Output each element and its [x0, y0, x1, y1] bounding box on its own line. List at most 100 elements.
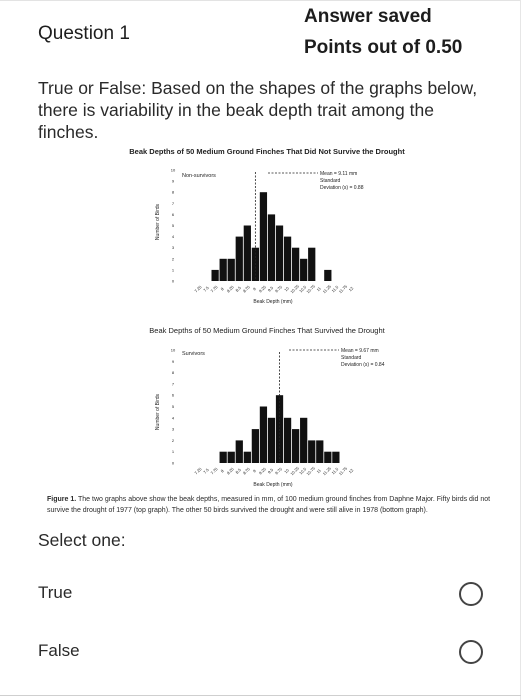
y-tick-label: 6 — [172, 212, 175, 217]
x-tick-label: 8.25 — [226, 284, 236, 294]
caption-label: Figure 1. — [47, 496, 77, 503]
question-title: Question 1 — [38, 23, 130, 44]
y-tick-label: 2 — [172, 256, 175, 261]
x-tick-label: 7.5 — [202, 467, 210, 475]
bar — [308, 440, 316, 463]
x-tick-label: 8 — [220, 286, 226, 292]
y-tick-label: 5 — [172, 223, 175, 228]
x-tick-label: 9 — [252, 468, 258, 474]
radio-button[interactable] — [459, 640, 483, 664]
bar — [211, 269, 219, 281]
x-tick-label: 7.75 — [210, 284, 220, 294]
bar — [227, 258, 235, 281]
x-tick-label: 10.25 — [289, 465, 300, 476]
y-tick-label: 9 — [172, 179, 175, 184]
bar — [283, 417, 292, 463]
bar — [275, 225, 284, 281]
bar — [235, 440, 243, 463]
bar — [300, 258, 308, 281]
x-tick-label: 7.75 — [210, 466, 220, 476]
x-tick-label: 9.5 — [267, 467, 275, 475]
bar — [292, 247, 300, 281]
x-tick-label: 8 — [220, 468, 226, 474]
option-label: True — [38, 583, 73, 602]
bars — [211, 192, 332, 281]
y-tick-label: 10 — [171, 168, 176, 173]
x-tick-label: 10 — [283, 467, 290, 474]
y-tick-label: 0 — [172, 279, 175, 284]
y-tick-label: 0 — [172, 461, 175, 466]
option-true[interactable]: True — [0, 574, 521, 614]
y-tick-label: 4 — [172, 234, 175, 239]
bar — [259, 192, 268, 281]
question-points: Points out of 0.50 — [304, 37, 463, 58]
bar — [283, 236, 292, 281]
x-tick-label: 11.25 — [322, 283, 333, 294]
mean-annotation: Mean = 9.67 mm — [341, 348, 379, 354]
sd-annotation-line2: Deviation (s) = 0.88 — [320, 185, 364, 191]
y-tick-label: 10 — [171, 348, 176, 353]
x-tick-label: 10.5 — [298, 284, 308, 294]
y-tick-label: 6 — [172, 393, 175, 398]
x-tick-label: 8.25 — [226, 466, 236, 476]
x-tick-label: 8.5 — [234, 467, 242, 475]
y-tick-label: 8 — [172, 190, 175, 195]
bar — [324, 269, 332, 281]
x-tick-label: 10.75 — [305, 283, 316, 294]
radio-button[interactable] — [459, 582, 483, 606]
bar — [316, 440, 324, 463]
x-tick-label: 11.5 — [330, 284, 339, 293]
x-tick-label: 10 — [283, 285, 290, 292]
chart-survivors: Beak Depths of 50 Medium Ground Finches … — [149, 326, 385, 488]
x-tick-label: 8.75 — [242, 284, 252, 294]
bar — [259, 406, 268, 463]
figure-caption: Figure 1. The two graphs above show the … — [47, 494, 497, 516]
bar — [219, 451, 227, 463]
x-tick-label: 10.25 — [289, 283, 300, 294]
x-tick-label: 9.5 — [267, 285, 275, 293]
y-axis-label: Number of Birds — [155, 203, 161, 240]
sd-annotation-line1: Standard — [341, 355, 362, 361]
x-tick-label: 9.25 — [258, 284, 268, 294]
y-tick-label: 7 — [172, 201, 175, 206]
x-tick-label: 12 — [348, 285, 355, 292]
chart-title: Beak Depths of 50 Medium Ground Finches … — [129, 147, 405, 156]
x-tick-label: 11.5 — [330, 466, 339, 475]
option-label: False — [38, 641, 80, 660]
x-tick-label: 11 — [315, 285, 322, 292]
mean-annotation: Mean = 9.11 mm — [320, 171, 357, 177]
bar — [243, 225, 251, 281]
y-tick-label: 1 — [172, 267, 175, 272]
beak-depth-figure: Beak Depths of 50 Medium Ground Finches … — [129, 147, 405, 488]
caption-text: The two graphs above show the beak depth… — [47, 496, 491, 514]
chart-title: Beak Depths of 50 Medium Ground Finches … — [149, 326, 385, 335]
x-tick-label: 10.5 — [298, 466, 308, 476]
bar — [324, 451, 332, 463]
x-tick-label: 7.25 — [193, 466, 203, 476]
y-ticks: 0 1 2 3 4 5 6 7 8 9 10 — [171, 348, 176, 466]
y-tick-label: 3 — [172, 427, 175, 432]
x-axis-label: Beak Depth (mm) — [253, 299, 293, 305]
sd-annotation-line2: Deviation (s) = 0.84 — [341, 362, 385, 368]
x-tick-label: 8.5 — [234, 285, 242, 293]
x-tick-label: 7.5 — [202, 285, 210, 293]
x-tick-label: 11.25 — [322, 465, 333, 476]
bar — [267, 214, 276, 281]
y-tick-label: 2 — [172, 438, 175, 443]
select-one-label: Select one: — [38, 530, 126, 550]
option-false[interactable]: False — [0, 632, 521, 672]
x-tick-label: 9.75 — [274, 466, 284, 476]
x-tick-label: 11.75 — [338, 283, 349, 294]
bar — [300, 417, 308, 463]
y-tick-label: 9 — [172, 359, 175, 364]
x-tick-label: 9.25 — [258, 466, 268, 476]
y-tick-label: 5 — [172, 404, 175, 409]
top-divider — [0, 0, 521, 1]
sd-annotation-line1: Standard — [320, 178, 341, 184]
legend-label: Survivors — [182, 351, 205, 357]
bar — [308, 247, 316, 281]
x-ticks: 7.25 7.5 7.75 8 8.25 8.5 8.75 9 9.25 9.5 9.75 10 10.… — [193, 465, 354, 476]
bar — [219, 258, 227, 281]
y-tick-label: 7 — [172, 381, 175, 386]
x-tick-label: 9.75 — [274, 284, 284, 294]
